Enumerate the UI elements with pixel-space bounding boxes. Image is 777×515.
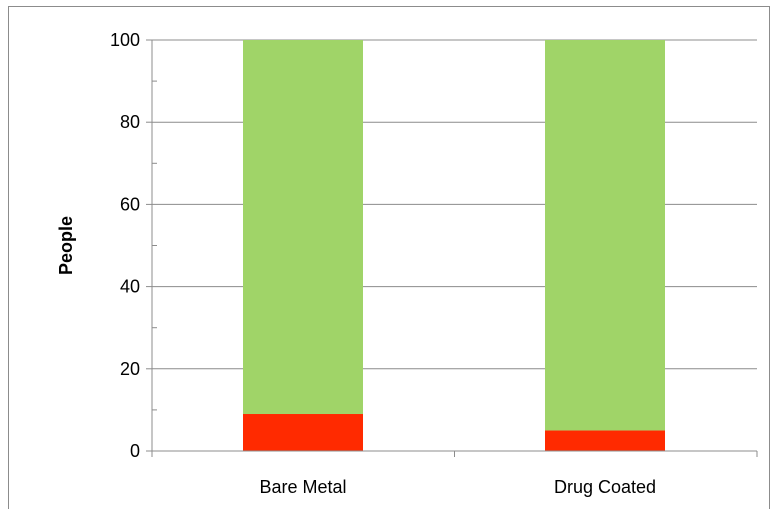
bar-segment — [545, 40, 665, 431]
y-axis-title: People — [56, 216, 76, 275]
bars — [243, 40, 665, 451]
chart-frame — [8, 6, 770, 509]
y-tick-label: 60 — [120, 194, 140, 214]
x-tick-labels: Bare Metal Drug Coated — [259, 477, 656, 497]
x-tick-label: Bare Metal — [259, 477, 346, 497]
x-tick-label: Drug Coated — [554, 477, 656, 497]
y-tick-labels: 0 20 40 60 80 100 — [110, 30, 140, 461]
y-tick-label: 100 — [110, 30, 140, 50]
bar-segment — [243, 40, 363, 415]
bar-segment — [545, 430, 665, 451]
y-tick-label: 20 — [120, 359, 140, 379]
y-tick-label: 0 — [130, 441, 140, 461]
bar-segment — [243, 414, 363, 451]
y-tick-label: 40 — [120, 277, 140, 297]
grid-lines — [152, 39, 757, 370]
y-tick-label: 80 — [120, 112, 140, 132]
axes — [146, 39, 758, 457]
